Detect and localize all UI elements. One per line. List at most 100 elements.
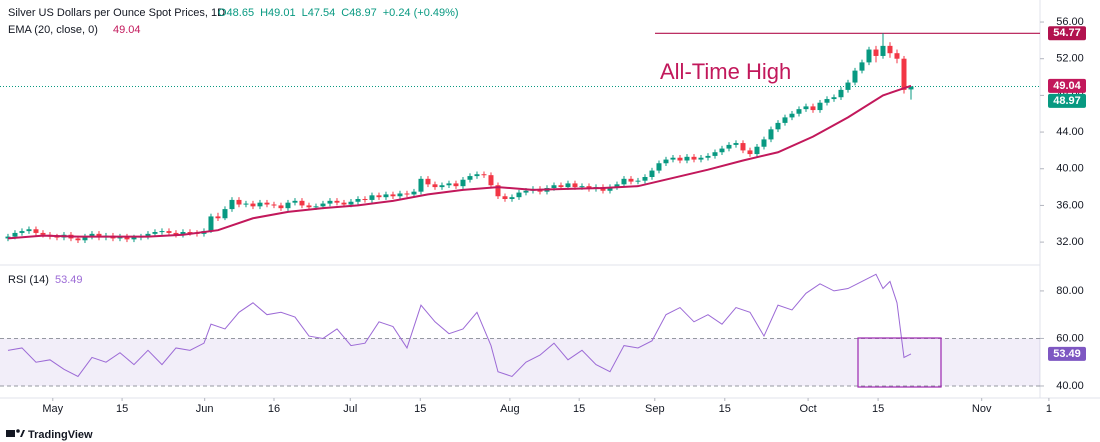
candle-body <box>306 205 312 208</box>
candle-body <box>649 170 655 177</box>
logo <box>6 429 25 437</box>
header-value: L47.54 <box>302 7 336 19</box>
candle-body <box>362 199 368 201</box>
candle-body <box>733 143 739 145</box>
price-label: 48.97 <box>1053 95 1081 107</box>
candle-body <box>859 62 865 71</box>
candle-body <box>264 202 270 205</box>
candle-body <box>887 45 893 54</box>
candle-body <box>40 232 46 235</box>
candle-body <box>26 229 32 232</box>
header-values: O48.65 H49.01 L47.54 C48.97 +0.24 (+0.49%) <box>218 7 459 19</box>
header-value: +0.24 (+0.49%) <box>383 7 459 19</box>
y-tick-label: 36.00 <box>1056 199 1084 211</box>
candle-body <box>558 185 564 188</box>
rsi-tick-label: 60.00 <box>1056 332 1084 344</box>
candle-body <box>404 193 410 195</box>
candle-body <box>852 70 858 83</box>
candle-body <box>901 58 907 90</box>
candle-body <box>418 178 424 192</box>
rsi-background <box>0 337 1040 387</box>
candle-body <box>390 194 396 197</box>
logo-mark <box>6 430 15 437</box>
candle-body <box>796 109 802 114</box>
candle-body <box>12 232 18 237</box>
candle-body <box>348 201 354 205</box>
candle-body <box>124 236 130 240</box>
candle-body <box>691 156 697 160</box>
candle-body <box>810 106 816 111</box>
x-tick-label: Aug <box>500 403 520 415</box>
candle-body <box>880 45 886 56</box>
candle-body <box>572 183 578 188</box>
candle-body <box>257 202 263 207</box>
x-tick-label: 15 <box>573 403 585 415</box>
price-label-box <box>1048 78 1086 93</box>
candle-body <box>446 183 452 186</box>
candle-body <box>397 193 403 197</box>
candle-body <box>908 86 914 90</box>
candle-body <box>355 199 361 202</box>
candle-body <box>292 200 298 203</box>
x-tick-label: May <box>42 403 63 415</box>
rsi-label-box <box>1048 346 1086 361</box>
y-tick-label: 40.00 <box>1056 163 1084 175</box>
header-value: C48.97 <box>341 7 376 19</box>
candle-body <box>383 194 389 198</box>
candle-body <box>509 197 515 200</box>
candle-body <box>740 143 746 151</box>
candle-body <box>663 159 669 164</box>
x-tick-label: 15 <box>414 403 426 415</box>
rsi-legend-value: 53.49 <box>55 274 83 286</box>
candle-body <box>439 185 445 188</box>
candle-body <box>523 190 529 193</box>
candle-body <box>152 232 158 234</box>
candle-body <box>131 237 137 240</box>
candle-body <box>187 232 193 234</box>
ema-legend: EMA (20, close, 0) <box>8 24 98 36</box>
candle-body <box>411 191 417 195</box>
price-label: 54.77 <box>1053 27 1081 39</box>
candle-body <box>75 238 81 241</box>
candle-body <box>824 99 830 103</box>
rsi-tick-label: 80.00 <box>1056 285 1084 297</box>
candle-body <box>236 199 242 205</box>
x-tick-label: Oct <box>800 403 817 415</box>
candle-body <box>845 82 851 90</box>
candle-body <box>782 117 788 123</box>
candle-body <box>425 178 431 185</box>
candle-body <box>705 155 711 158</box>
candle-body <box>285 202 291 209</box>
header-value: O48.65 <box>218 7 254 19</box>
candle-body <box>712 152 718 156</box>
candle-body <box>33 229 39 233</box>
candle-body <box>502 196 508 200</box>
candle-body <box>614 184 620 188</box>
price-label-box <box>1048 26 1086 41</box>
candle-body <box>278 205 284 209</box>
candle-body <box>208 216 214 232</box>
candle-body <box>313 206 319 208</box>
candle-body <box>166 231 172 233</box>
annotation: All-Time High <box>660 59 791 84</box>
candle-body <box>299 200 305 206</box>
candle-body <box>677 157 683 161</box>
y-tick-label: 44.00 <box>1056 126 1084 138</box>
candle-body <box>803 106 809 110</box>
candle-body <box>145 233 151 237</box>
y-tick-label: 32.00 <box>1056 236 1084 248</box>
candle-body <box>222 209 228 219</box>
candle-body <box>565 183 571 188</box>
candle-body <box>754 146 760 155</box>
candle-body <box>215 216 221 219</box>
candle-body <box>243 203 249 205</box>
header-value: H49.01 <box>260 7 295 19</box>
candle-body <box>376 195 382 198</box>
candle-body <box>460 179 466 187</box>
candle-body <box>467 176 473 180</box>
candle-body <box>579 186 585 188</box>
candle-body <box>180 232 186 235</box>
ema-legend-value: 49.04 <box>113 24 141 36</box>
candle-body <box>719 148 725 153</box>
